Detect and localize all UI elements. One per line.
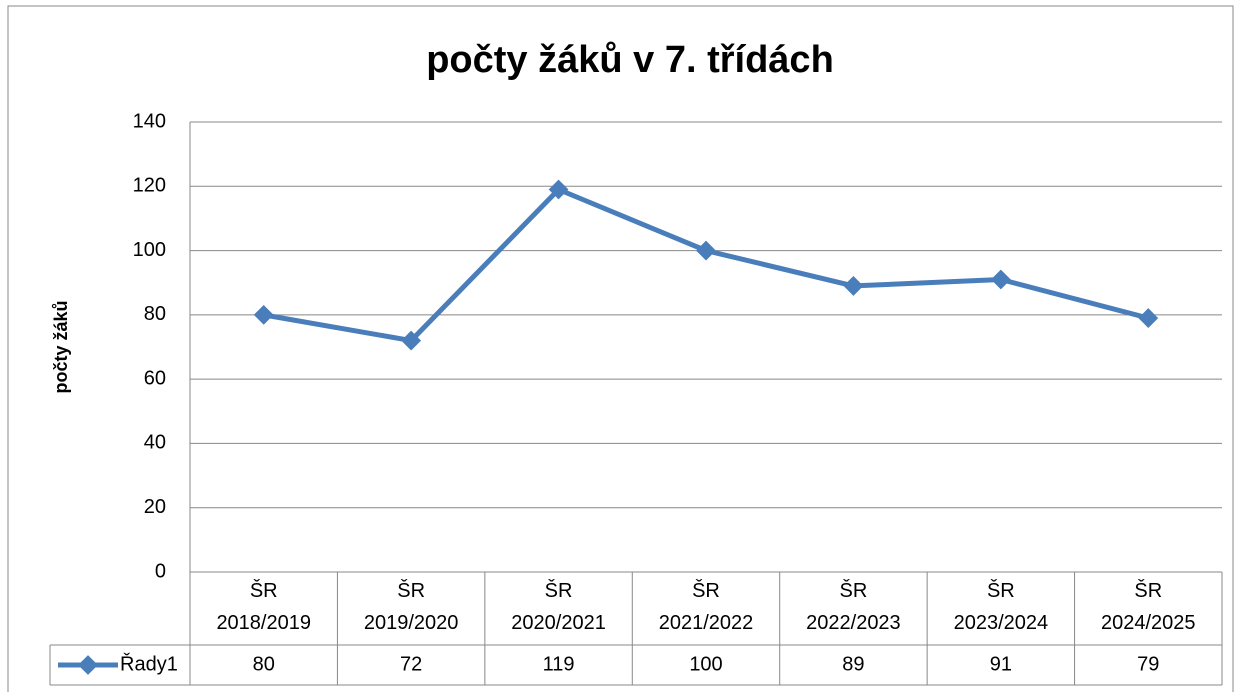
marker — [401, 330, 422, 351]
x-tick-label: ŠR 2023/2024 — [954, 579, 1049, 634]
y-axis-label: počty žáků — [51, 300, 71, 393]
y-tick-label: 0 — [155, 560, 166, 582]
y-tick-label: 60 — [144, 367, 166, 389]
marker — [990, 269, 1011, 290]
table-value: 119 — [543, 653, 575, 675]
x-tick-label: ŠR 2021/2022 — [659, 579, 754, 634]
y-tick-label: 40 — [144, 432, 166, 454]
y-tick-label: 80 — [144, 303, 166, 325]
legend-label: Řady1 — [120, 652, 178, 675]
x-tick-label: ŠR 2018/2019 — [216, 579, 311, 634]
table-value: 79 — [1137, 653, 1159, 675]
marker — [1138, 308, 1159, 328]
x-tick-label: ŠR 2020/2021 — [511, 579, 606, 634]
y-tick-label: 140 — [133, 110, 166, 132]
marker — [843, 276, 864, 296]
table-value: 72 — [400, 653, 422, 675]
chart-border — [7, 5, 1234, 692]
table-value: 80 — [253, 653, 275, 675]
table-value: 91 — [990, 653, 1012, 675]
x-tick-label: ŠR 2024/2025 — [1101, 579, 1196, 634]
y-tick-label: 100 — [133, 239, 166, 261]
y-tick-label: 120 — [133, 175, 166, 197]
table-value: 100 — [689, 653, 722, 675]
y-tick-label: 20 — [144, 496, 166, 518]
marker — [253, 304, 274, 325]
x-tick-label: ŠR 2022/2023 — [806, 579, 901, 634]
table-value: 89 — [842, 653, 864, 675]
x-tick-label: ŠR 2019/2020 — [364, 579, 459, 634]
chart-title: počty žáků v 7. třídách — [426, 39, 834, 81]
